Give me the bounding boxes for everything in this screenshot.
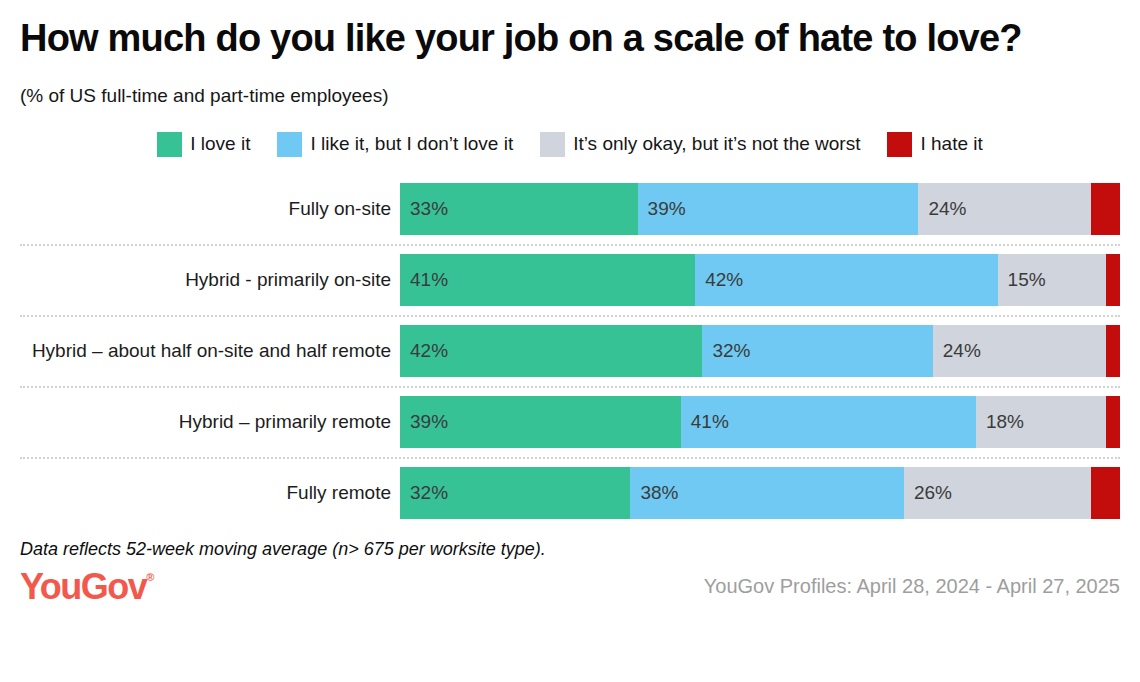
source-attribution: YouGov Profiles: April 28, 2024 - April … <box>704 575 1120 598</box>
segment-value-label: 32% <box>400 482 448 504</box>
legend-swatch-i-hate-it <box>887 132 912 157</box>
category-label: Hybrid – about half on-site and half rem… <box>20 339 400 363</box>
stacked-bar-hybrid-primarily-remote: 39% 41% 18% <box>400 396 1120 448</box>
chart-page: How much do you like your job on a scale… <box>0 0 1140 682</box>
stacked-bar-hybrid-primarily-on-site: 41% 42% 15% <box>400 254 1120 306</box>
legend-item-it-s-only-okay-but-it-s-not-the-worst: It’s only okay, but it’s not the worst <box>540 132 860 157</box>
bar-segment-i-love-it: 39% <box>400 396 681 448</box>
segment-value-label: 24% <box>918 198 966 220</box>
registered-mark: ® <box>146 571 154 583</box>
bar-segment-i-like-it-but-i-don-t-love-it: 39% <box>638 183 919 235</box>
segment-value-label: 26% <box>904 482 952 504</box>
category-label: Hybrid – primarily remote <box>20 410 400 434</box>
legend-swatch-i-love-it <box>157 132 182 157</box>
segment-value-label: 32% <box>702 340 750 362</box>
segment-value-label: 33% <box>400 198 448 220</box>
chart-row-hybrid-primarily-on-site: Hybrid - primarily on-site41% 42% 15% <box>20 254 1120 317</box>
segment-value-label: 18% <box>976 411 1024 433</box>
bar-segment-i-love-it: 42% <box>400 325 702 377</box>
legend-label-i-love-it: I love it <box>190 133 250 155</box>
category-label: Hybrid - primarily on-site <box>20 268 400 292</box>
bar-segment-i-love-it: 41% <box>400 254 695 306</box>
segment-value-label: 24% <box>933 340 981 362</box>
category-label: Fully on-site <box>20 197 400 221</box>
segment-value-label: 42% <box>400 340 448 362</box>
legend-item-i-hate-it: I hate it <box>887 132 982 157</box>
legend-label-i-hate-it: I hate it <box>920 133 982 155</box>
chart-row-fully-on-site: Fully on-site33% 39% 24% <box>20 183 1120 246</box>
stacked-bar-fully-on-site: 33% 39% 24% <box>400 183 1120 235</box>
bar-segment-i-hate-it <box>1091 183 1120 235</box>
segment-value-label: 42% <box>695 269 743 291</box>
chart-row-fully-remote: Fully remote32% 38% 26% <box>20 467 1120 519</box>
stacked-bar-hybrid-about-half-on-site-and-half-remote: 42% 32% 24% <box>400 325 1120 377</box>
bar-segment-i-like-it-but-i-don-t-love-it: 32% <box>702 325 932 377</box>
legend-swatch-it-s-only-okay-but-it-s-not-the-worst <box>540 132 565 157</box>
bar-segment-it-s-only-okay-but-it-s-not-the-worst: 24% <box>933 325 1106 377</box>
page-title: How much do you like your job on a scale… <box>20 16 1050 61</box>
segment-value-label: 41% <box>681 411 729 433</box>
bar-segment-it-s-only-okay-but-it-s-not-the-worst: 15% <box>998 254 1106 306</box>
bar-segment-it-s-only-okay-but-it-s-not-the-worst: 24% <box>918 183 1091 235</box>
stacked-bar-fully-remote: 32% 38% 26% <box>400 467 1120 519</box>
bar-segment-i-hate-it <box>1091 467 1120 519</box>
segment-value-label: 39% <box>400 411 448 433</box>
chart-row-hybrid-primarily-remote: Hybrid – primarily remote39% 41% 18% <box>20 396 1120 459</box>
legend: I love it I like it, but I don’t love it I… <box>20 132 1120 157</box>
chart-row-hybrid-about-half-on-site-and-half-remote: Hybrid – about half on-site and half rem… <box>20 325 1120 388</box>
bar-segment-it-s-only-okay-but-it-s-not-the-worst: 18% <box>976 396 1106 448</box>
bar-segment-i-hate-it <box>1106 325 1120 377</box>
bar-segment-i-like-it-but-i-don-t-love-it: 38% <box>630 467 904 519</box>
bar-segment-i-hate-it <box>1106 254 1120 306</box>
methodology-note: Data reflects 52-week moving average (n>… <box>20 539 1120 560</box>
bar-segment-i-hate-it <box>1106 396 1120 448</box>
chart-row-inner: Hybrid - primarily on-site41% 42% 15% <box>20 254 1120 306</box>
legend-label-it-s-only-okay-but-it-s-not-the-worst: It’s only okay, but it’s not the worst <box>573 133 860 155</box>
bar-segment-i-love-it: 32% <box>400 467 630 519</box>
bar-segment-i-love-it: 33% <box>400 183 638 235</box>
bar-segment-i-like-it-but-i-don-t-love-it: 42% <box>695 254 997 306</box>
chart-subtitle: (% of US full-time and part-time employe… <box>20 85 1120 107</box>
footer: YouGov® YouGov Profiles: April 28, 2024 … <box>20 566 1120 608</box>
chart-row-inner: Hybrid – primarily remote39% 41% 18% <box>20 396 1120 448</box>
segment-value-label: 39% <box>638 198 686 220</box>
segment-value-label: 38% <box>630 482 678 504</box>
bar-segment-i-like-it-but-i-don-t-love-it: 41% <box>681 396 976 448</box>
legend-swatch-i-like-it-but-i-don-t-love-it <box>277 132 302 157</box>
legend-item-i-like-it-but-i-don-t-love-it: I like it, but I don’t love it <box>277 132 513 157</box>
category-label: Fully remote <box>20 481 400 505</box>
bar-segment-it-s-only-okay-but-it-s-not-the-worst: 26% <box>904 467 1091 519</box>
yougov-logo-text: YouGov <box>20 566 146 607</box>
segment-value-label: 41% <box>400 269 448 291</box>
chart-row-inner: Fully on-site33% 39% 24% <box>20 183 1120 235</box>
legend-label-i-like-it-but-i-don-t-love-it: I like it, but I don’t love it <box>310 133 513 155</box>
stacked-bar-chart: Fully on-site33% 39% 24% Hybrid - primarily… <box>20 183 1120 519</box>
yougov-logo: YouGov® <box>20 566 154 608</box>
chart-row-inner: Fully remote32% 38% 26% <box>20 467 1120 519</box>
segment-value-label: 15% <box>998 269 1046 291</box>
chart-row-inner: Hybrid – about half on-site and half rem… <box>20 325 1120 377</box>
legend-item-i-love-it: I love it <box>157 132 250 157</box>
